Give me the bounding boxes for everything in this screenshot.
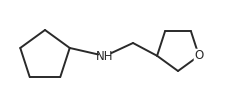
Text: NH: NH — [96, 50, 114, 63]
Text: O: O — [194, 49, 204, 62]
